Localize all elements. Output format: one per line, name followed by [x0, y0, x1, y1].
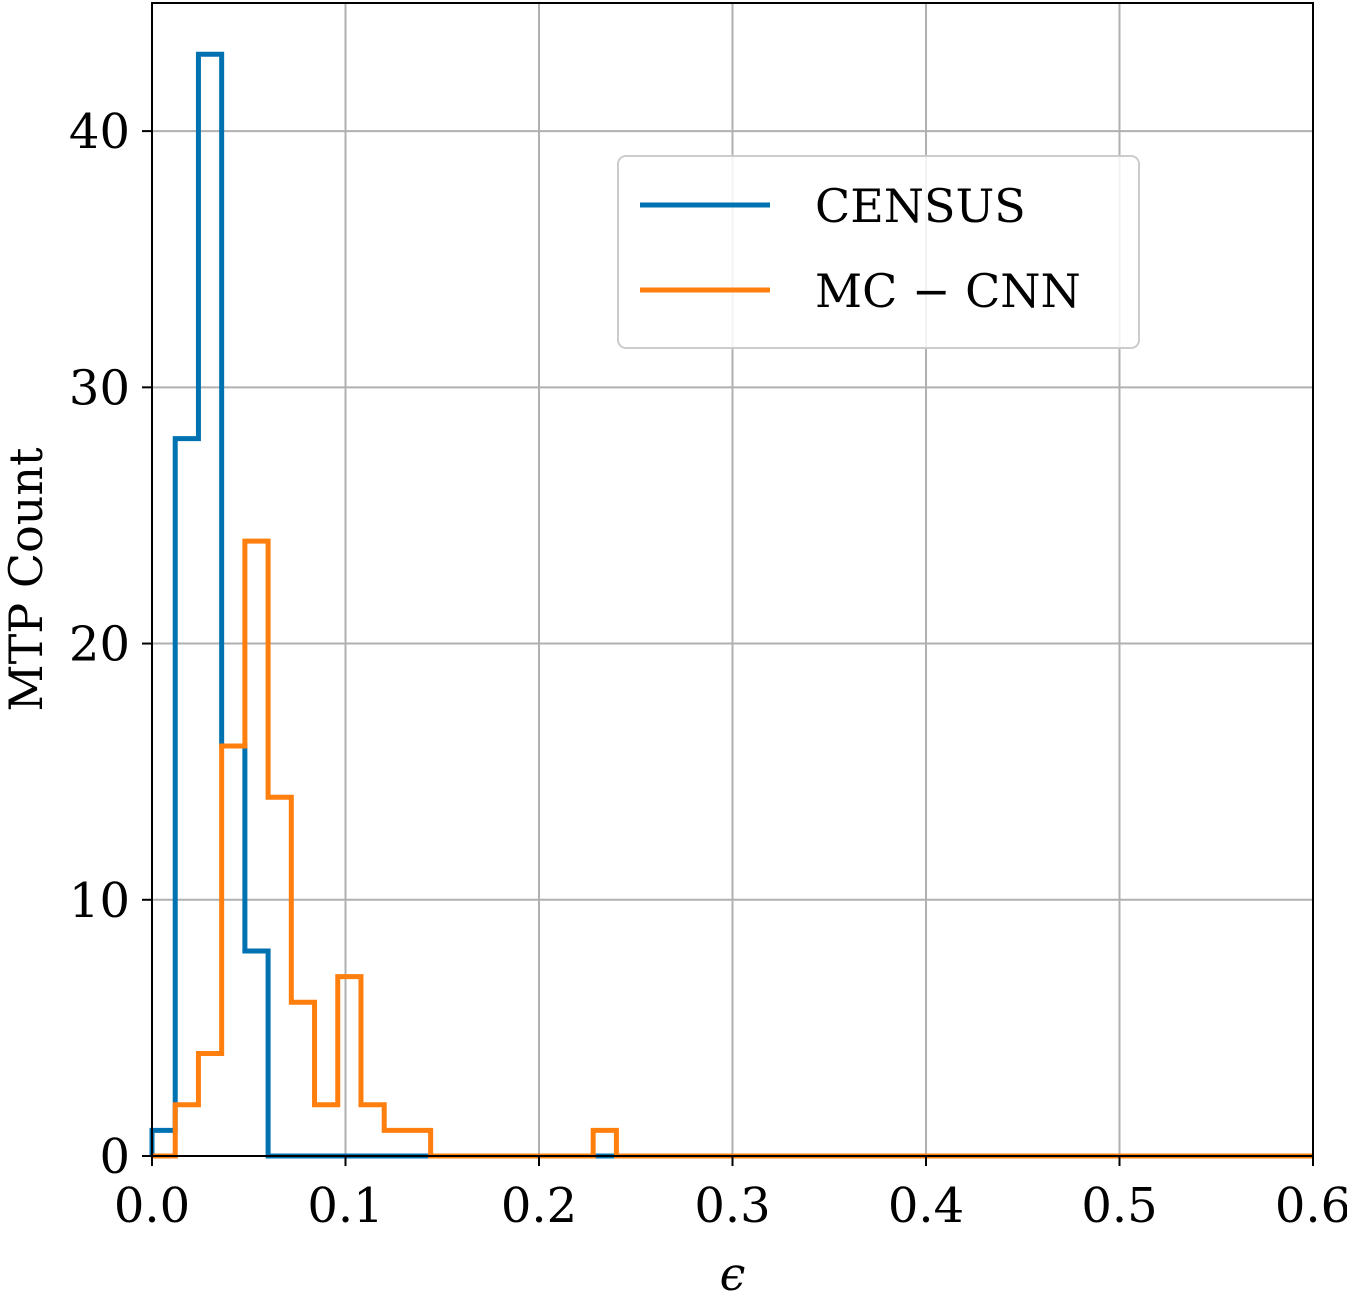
- legend: CENSUS MC − CNN: [617, 155, 1140, 349]
- x-tick-label: 0.2: [501, 1178, 577, 1234]
- y-tick-label: 30: [69, 360, 130, 416]
- x-tick-label: 0.3: [694, 1178, 770, 1234]
- legend-label: MC − CNN: [815, 264, 1081, 318]
- y-axis-label: MTP Count: [0, 447, 53, 711]
- x-axis-label: ϵ: [720, 1247, 746, 1294]
- x-tick-label: 0.0: [114, 1178, 190, 1234]
- x-tick-label: 0.4: [888, 1178, 964, 1234]
- y-tick-label: 10: [69, 873, 130, 929]
- y-tick-label: 40: [69, 104, 130, 160]
- x-tick-label: 0.5: [1081, 1178, 1157, 1234]
- x-tick-label: 0.1: [307, 1178, 383, 1234]
- x-tick-label: 0.6: [1275, 1178, 1347, 1234]
- legend-label: CENSUS: [815, 179, 1026, 233]
- y-tick-label: 0: [99, 1129, 130, 1185]
- y-tick-label: 20: [69, 617, 130, 673]
- axis-ticks: 0.0 0.1 0.2 0.3 0.4 0.5 0.6 0 10 20 30 40: [69, 104, 1347, 1234]
